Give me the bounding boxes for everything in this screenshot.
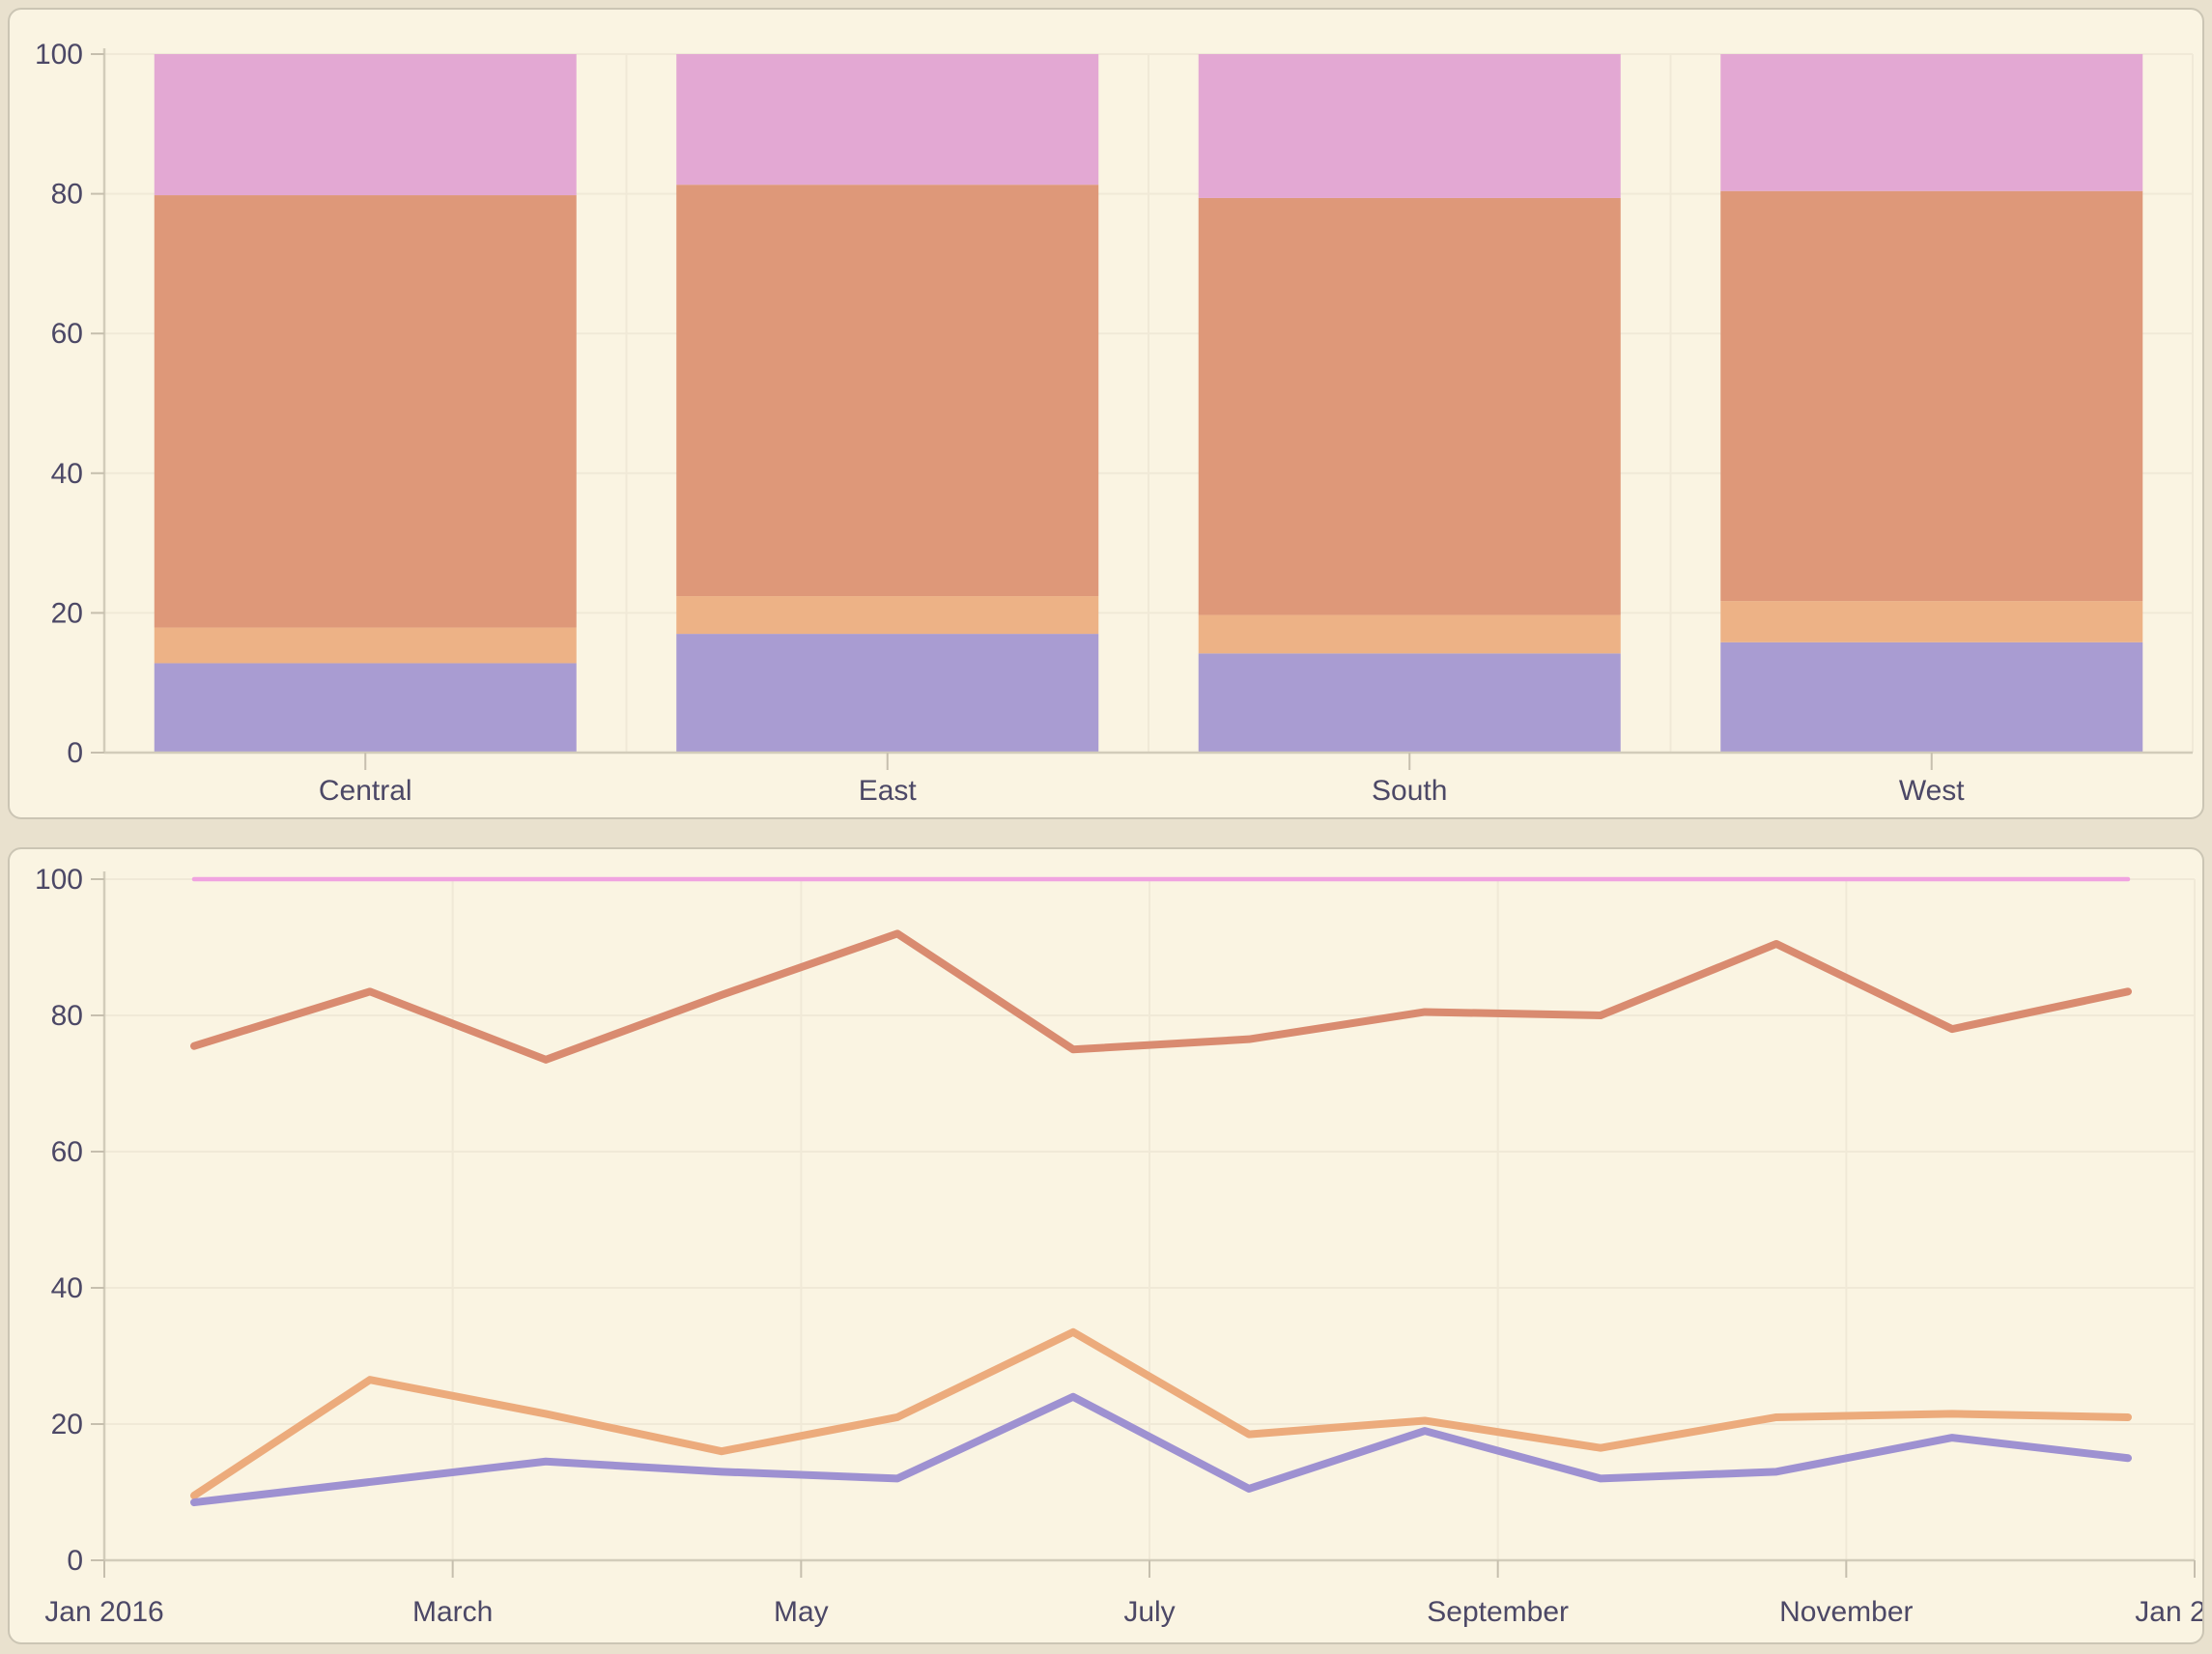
x-axis-category-label: West bbox=[1899, 775, 1965, 807]
bar-segment-south-segment-purple[interactable] bbox=[1198, 653, 1621, 753]
bar-segment-central-segment-pink[interactable] bbox=[154, 54, 577, 196]
line-chart-panel: 0 20 40 60 80 100 Jan 2016 March May July Septembe… bbox=[8, 847, 2204, 1644]
bar-segment-south-segment-tan[interactable] bbox=[1198, 614, 1621, 654]
bar-segment-east-segment-salmon[interactable] bbox=[676, 185, 1099, 597]
x-axis-tick-label: May bbox=[774, 1596, 829, 1628]
x-axis-tick-label: Jan 2017 bbox=[2135, 1596, 2202, 1628]
y-axis-tick-label: 40 bbox=[51, 1272, 83, 1304]
line-salmon[interactable] bbox=[190, 929, 2132, 1064]
y-axis-tick-label: 0 bbox=[67, 737, 83, 769]
bar-segment-south-segment-salmon[interactable] bbox=[1198, 197, 1621, 615]
bar-segment-east-segment-pink[interactable] bbox=[676, 54, 1099, 185]
x-axis-tick-label: July bbox=[1123, 1596, 1175, 1628]
x-axis-category-label: East bbox=[859, 775, 918, 807]
bar-segment-east-segment-tan[interactable] bbox=[676, 596, 1099, 635]
bar-segment-central-segment-salmon[interactable] bbox=[154, 195, 577, 628]
x-axis-category-label: South bbox=[1372, 775, 1447, 807]
bar-segment-central-segment-purple[interactable] bbox=[154, 663, 577, 753]
y-axis-tick-label: 100 bbox=[35, 39, 83, 71]
y-axis-tick-label: 80 bbox=[51, 179, 83, 211]
bar-segment-east-segment-purple[interactable] bbox=[676, 634, 1099, 753]
y-axis-tick-label: 60 bbox=[51, 318, 83, 350]
y-axis-tick-label: 80 bbox=[51, 1000, 83, 1032]
line-purple[interactable] bbox=[190, 1392, 2132, 1507]
y-axis-tick-label: 100 bbox=[35, 864, 83, 896]
y-axis-tick-label: 40 bbox=[51, 458, 83, 490]
bar-segment-west-segment-pink[interactable] bbox=[1720, 54, 2143, 191]
bar-segment-west-segment-salmon[interactable] bbox=[1720, 190, 2143, 602]
line-chart: 0 20 40 60 80 100 Jan 2016 March May July Septembe… bbox=[35, 864, 2202, 1628]
x-axis-tick-label: March bbox=[412, 1596, 493, 1628]
stacked-bar-chart-panel: 0 20 40 60 80 100 Central East South West bbox=[8, 8, 2204, 819]
bar-segment-central-segment-tan[interactable] bbox=[154, 627, 577, 664]
y-axis-tick-label: 20 bbox=[51, 597, 83, 629]
x-axis-category-label: Central bbox=[319, 775, 412, 807]
y-axis-tick-label: 0 bbox=[67, 1545, 83, 1577]
line-orange[interactable] bbox=[190, 1327, 2132, 1500]
bar-segment-south-segment-pink[interactable] bbox=[1198, 54, 1621, 198]
stacked-bar-chart: 0 20 40 60 80 100 Central East South West bbox=[35, 39, 2194, 807]
bar-segment-west-segment-tan[interactable] bbox=[1720, 601, 2143, 642]
x-axis-tick-label: November bbox=[1779, 1596, 1913, 1628]
x-axis-tick-label: Jan 2016 bbox=[44, 1596, 163, 1628]
y-axis-tick-label: 20 bbox=[51, 1409, 83, 1440]
x-axis-tick-label: September bbox=[1427, 1596, 1569, 1628]
bar-segment-west-segment-purple[interactable] bbox=[1720, 642, 2143, 753]
y-axis-tick-label: 60 bbox=[51, 1136, 83, 1168]
